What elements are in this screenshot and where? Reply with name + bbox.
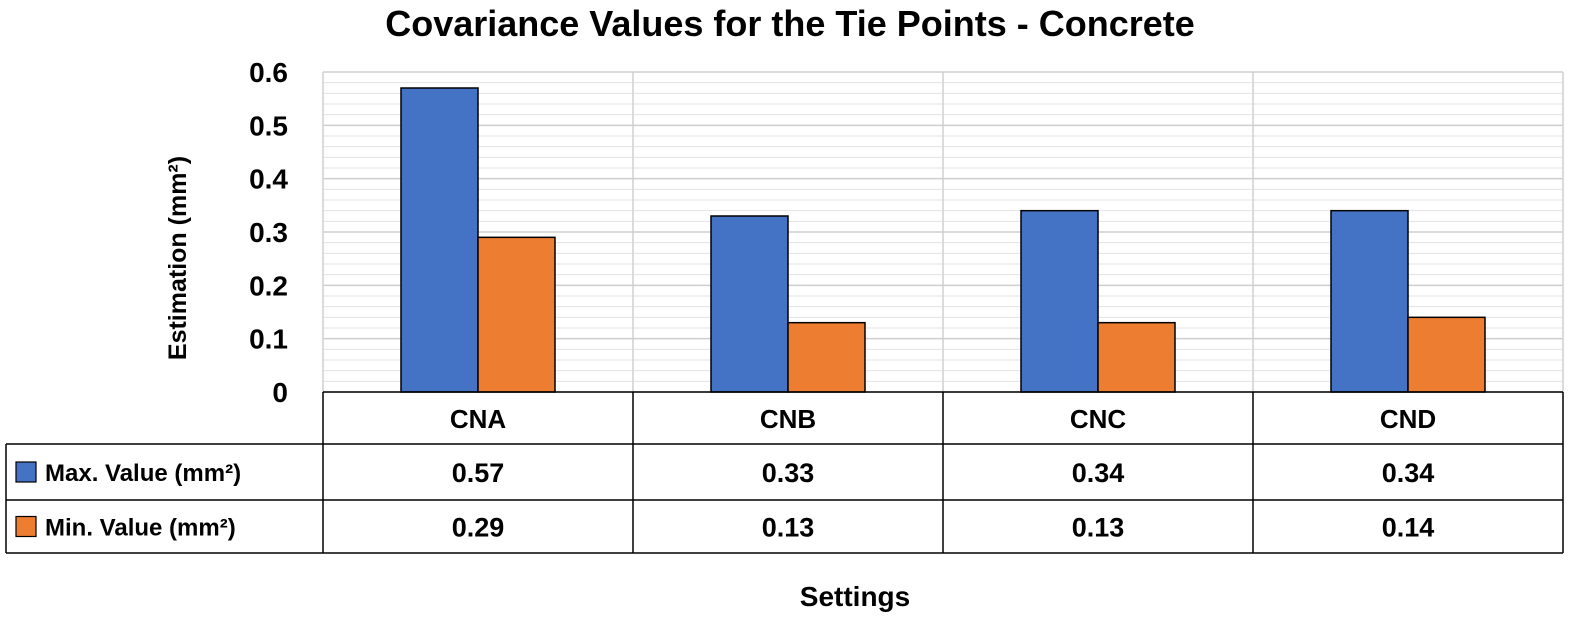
x-axis-label: Settings xyxy=(800,581,910,612)
category-label: CNB xyxy=(760,404,816,434)
bar-cnb-series-2 xyxy=(787,321,866,393)
legend-swatch xyxy=(15,515,37,538)
data-label: 0.34 xyxy=(1072,458,1125,488)
legend-label: Max. Value (mm²) xyxy=(45,460,241,487)
bar-cna-series-1 xyxy=(400,87,479,393)
y-axis-label: Estimation (mm²) xyxy=(164,156,192,360)
data-table: CNA CNB CNC CND Max. Value (mm²) 0.57 0.33 0.34… xyxy=(5,391,1564,554)
bar-cnc-series-2 xyxy=(1097,321,1176,393)
category-label: CNC xyxy=(1070,404,1127,434)
y-axis-ticks: 0 0.1 0.2 0.3 0.4 0.5 0.6 xyxy=(249,57,288,408)
data-label: 0.29 xyxy=(452,513,505,543)
y-tick-label: 0.5 xyxy=(249,110,288,141)
data-label: 0.33 xyxy=(762,458,815,488)
bar-cnc-series-1 xyxy=(1020,209,1099,393)
category-label: CNA xyxy=(450,404,507,434)
y-tick-label: 0.6 xyxy=(249,57,288,88)
bar-cnd-series-2 xyxy=(1407,316,1486,393)
chart-title: Covariance Values for the Tie Points - C… xyxy=(385,3,1195,44)
data-label: 0.13 xyxy=(762,513,815,543)
legend-label: Min. Value (mm²) xyxy=(45,515,236,542)
data-label: 0.13 xyxy=(1072,513,1125,543)
y-tick-label: 0.1 xyxy=(249,324,288,355)
y-tick-label: 0.3 xyxy=(249,217,288,248)
y-tick-label: 0.4 xyxy=(249,164,288,195)
y-tick-label: 0.2 xyxy=(249,270,288,301)
data-label: 0.14 xyxy=(1382,513,1435,543)
bar-cnd-series-1 xyxy=(1330,209,1409,393)
legend-swatch xyxy=(15,461,37,483)
bars xyxy=(400,87,1486,393)
data-label: 0.57 xyxy=(452,458,505,488)
data-label: 0.34 xyxy=(1382,458,1435,488)
bar-cnb-series-1 xyxy=(710,215,789,393)
bar-cna-series-2 xyxy=(477,236,556,393)
y-tick-label: 0 xyxy=(272,377,288,408)
category-label: CND xyxy=(1380,404,1436,434)
